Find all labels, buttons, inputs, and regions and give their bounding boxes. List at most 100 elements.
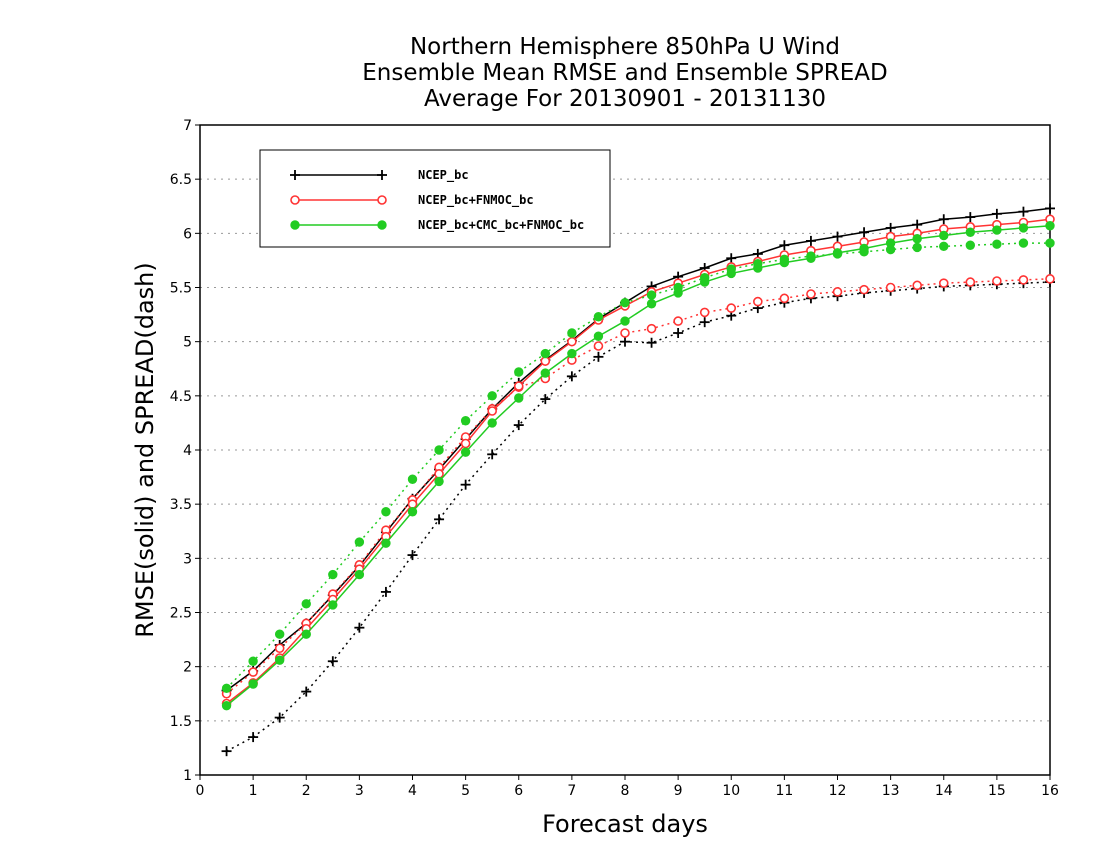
spread-point xyxy=(248,667,258,677)
spread-point xyxy=(939,241,949,252)
x-tick-label: 2 xyxy=(302,783,311,799)
rmse-point xyxy=(806,253,816,263)
spread-point xyxy=(567,328,577,338)
spread-point xyxy=(354,622,365,633)
rmse-point xyxy=(301,629,311,639)
y-tick-label: 2 xyxy=(183,660,192,676)
x-tick-label: 15 xyxy=(988,783,1006,799)
x-tick-label: 16 xyxy=(1041,783,1059,799)
spread-point xyxy=(221,683,232,694)
spread-point xyxy=(673,316,683,326)
x-tick-label: 12 xyxy=(829,783,847,799)
spread-point xyxy=(248,732,259,743)
y-axis: 1 1.5 2 2.5 3 3.5 4 4.5 5 5.5 6 6.5 7 xyxy=(170,118,200,784)
spread-point xyxy=(620,328,630,338)
spread-point xyxy=(381,507,391,517)
legend-label: NCEP_bc+CMC_bc+FNMOC_bc xyxy=(418,218,584,233)
x-tick-label: 10 xyxy=(722,783,740,799)
rmse-point xyxy=(248,679,258,689)
gridlines xyxy=(200,178,1050,722)
spread-point xyxy=(540,394,551,405)
spread-point xyxy=(407,474,418,484)
rmse-point xyxy=(699,277,710,287)
spread-point xyxy=(992,276,1002,286)
spread-point xyxy=(938,278,949,288)
rmse-line xyxy=(226,207,1051,692)
rmse-point xyxy=(885,238,896,248)
rmse-point xyxy=(487,406,497,416)
spread-point xyxy=(593,312,604,322)
y-tick-label: 3 xyxy=(183,551,192,567)
rmse-point xyxy=(567,348,577,359)
spread-point xyxy=(779,293,790,304)
spread-point xyxy=(327,656,338,667)
rmse-point xyxy=(753,263,763,273)
spread-point xyxy=(646,290,657,300)
x-tick-label: 1 xyxy=(249,783,258,799)
rmse-point xyxy=(859,243,869,254)
rmse-point xyxy=(1045,203,1055,214)
rmse-point xyxy=(460,438,471,449)
rmse-point xyxy=(912,234,922,244)
y-tick-label: 1.5 xyxy=(170,714,192,730)
spread-point xyxy=(620,297,630,308)
rmse-point xyxy=(221,700,232,711)
y-tick-label: 6.5 xyxy=(170,172,192,188)
rmse-point xyxy=(779,240,790,251)
spread-point xyxy=(699,307,710,318)
x-tick-label: 0 xyxy=(196,783,205,799)
rmse-point xyxy=(434,476,444,487)
y-tick-label: 7 xyxy=(183,118,192,134)
rmse-point xyxy=(274,655,285,665)
chart-title: Northern Hemisphere 850hPa U Wind Ensemb… xyxy=(200,34,1050,112)
spread-point xyxy=(328,569,338,580)
y-tick-label: 5.5 xyxy=(170,281,192,297)
spread-point xyxy=(434,514,445,525)
rmse-point xyxy=(912,219,923,230)
spread-point xyxy=(274,643,285,654)
spread-point xyxy=(646,323,657,334)
spread-point xyxy=(593,341,604,351)
spread-point xyxy=(301,599,311,609)
spread-line xyxy=(226,242,1050,689)
rmse-point xyxy=(779,257,790,268)
legend-box xyxy=(259,149,611,248)
rmse-line xyxy=(226,218,1051,705)
rmse-point xyxy=(832,248,843,258)
legend: NCEP_bc NCEP_bc+FNMOC_bc NCEP_bc+CMC_bc+FN… xyxy=(259,149,611,248)
legend-label: NCEP_bc+FNMOC_bc xyxy=(418,193,534,208)
rmse-point xyxy=(859,227,870,238)
spread-point xyxy=(699,317,710,328)
spread-point xyxy=(832,287,843,297)
spread-point xyxy=(460,479,471,490)
legend-marker xyxy=(377,170,387,180)
rmse-point xyxy=(513,381,524,391)
x-tick-label: 3 xyxy=(355,783,364,799)
rmse-point xyxy=(939,230,949,241)
rmse-point xyxy=(620,316,630,326)
legend-label: NCEP_bc xyxy=(418,168,469,183)
rmse-point xyxy=(434,469,444,479)
spread-point xyxy=(726,303,737,313)
spread-point xyxy=(487,391,497,401)
spread-point xyxy=(673,328,684,338)
series-group xyxy=(221,203,1055,757)
rmse-point xyxy=(540,356,551,366)
rmse-point xyxy=(593,331,604,341)
x-tick-label: 5 xyxy=(461,783,470,799)
rmse-point xyxy=(487,418,497,428)
x-tick-label: 9 xyxy=(674,783,683,799)
series-0 xyxy=(221,203,1055,757)
rmse-point xyxy=(328,600,338,610)
series-2 xyxy=(221,221,1055,711)
spread-point xyxy=(593,351,604,362)
rmse-point xyxy=(460,447,471,457)
spread-point xyxy=(1018,275,1029,285)
rmse-point xyxy=(832,231,843,242)
rmse-point xyxy=(540,368,551,378)
spread-point xyxy=(885,282,896,293)
legend-marker xyxy=(290,220,300,230)
spread-point xyxy=(1045,274,1055,284)
rmse-point xyxy=(965,212,976,223)
